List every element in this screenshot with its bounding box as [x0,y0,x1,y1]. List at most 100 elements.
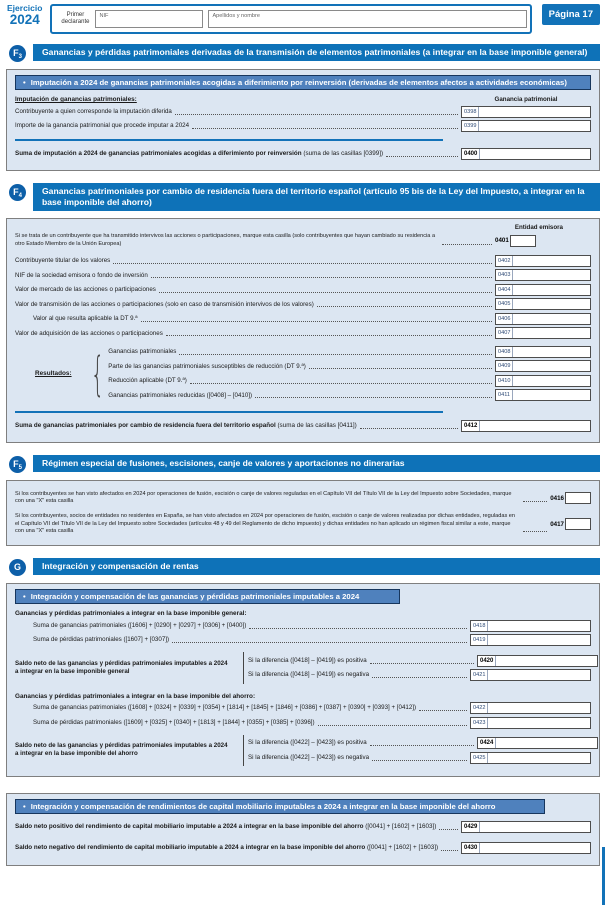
resultados-block: Resultados: Ganancias patrimoniales 0408… [15,343,591,404]
dotted-leader [441,849,458,852]
input-box-0429[interactable]: 0429 [461,821,591,834]
casilla-number: 0411 [496,390,514,401]
casilla-number: 0407 [496,328,514,339]
saldo-block: Saldo neto de las ganancias y pérdidas p… [15,734,598,767]
casilla-number: 0418 [471,620,489,631]
casilla-number: 0404 [496,284,514,295]
casilla-number: 0419 [471,635,489,646]
group-head: Ganancias y pérdidas patrimoniales a int… [15,692,256,700]
input-box-0421[interactable]: 0421 [470,669,591,682]
input-box-0422[interactable]: 0422 [470,702,591,715]
sum-row: Suma de ganancias patrimoniales por camb… [15,420,591,433]
form-row: Valor de adquisición de las acciones o p… [15,327,591,340]
apellidos-input[interactable]: Apellidos y nombre [208,10,527,28]
f4-title: Ganancias patrimoniales por cambio de re… [33,182,600,211]
input-box-0407[interactable]: 0407 [495,327,591,340]
dotted-leader [192,127,458,129]
panel-f3: Imputación a 2024 de ganancias patrimoni… [6,69,600,171]
input-box-0408[interactable]: 0408 [495,345,591,358]
sum-label: Saldo neto negativo del rendimiento de c… [15,844,438,852]
checkbox-0416[interactable] [565,492,591,505]
dotted-leader [316,305,492,308]
input-box-0398[interactable]: 0398 [461,106,591,118]
f3-subbar: Imputación a 2024 de ganancias patrimoni… [15,75,591,90]
dotted-leader [150,276,492,279]
saldo-label-line1: Saldo neto de las ganancias y pérdidas p… [15,659,228,667]
checkbox-0417[interactable] [565,518,591,531]
input-box-0405[interactable]: 0405 [495,298,591,311]
casilla-number: 0403 [496,270,514,281]
badge-letter: F [13,186,19,197]
input-box-0402[interactable]: 0402 [495,254,591,267]
input-box-0409[interactable]: 0409 [495,360,591,373]
input-box-0404[interactable]: 0404 [495,283,591,296]
input-box-0399[interactable]: 0399 [461,119,591,132]
input-box-0411[interactable]: 0411 [495,389,591,402]
casilla-number: 0424 [478,738,497,749]
input-box-0403[interactable]: 0403 [495,269,591,282]
casilla-number: 0399 [462,120,480,131]
input-box-0400[interactable]: 0400 [461,148,591,160]
ejercicio-block: Ejercicio 2024 [7,4,42,27]
dotted-leader [174,113,458,115]
form-row: Suma de pérdidas patrimoniales ([1607] +… [33,634,591,647]
sum-note: (suma de las casillas [0399]) [303,150,384,158]
sum-label-bold: Suma de imputación a 2024 de ganancias p… [15,150,304,158]
casilla-group: 0417 [550,518,591,531]
saldo-label: Saldo neto de las ganancias y pérdidas p… [15,742,243,758]
dotted-leader [523,500,548,503]
page-number-badge: Página 17 [541,4,600,25]
checkbox-row: Si los contribuyentes se han visto afect… [15,491,591,506]
input-box-0423[interactable]: 0423 [470,716,591,729]
checkbox-0401[interactable] [509,234,536,247]
panel-g1: Integración y compensación de las gananc… [6,583,600,778]
dotted-leader [308,367,492,370]
row-label: Si la diferencia ([0418] – [0419]) es po… [248,656,367,664]
casilla-group: 0401 [495,234,591,247]
g2-subbar: Integración y compensación de rendimient… [15,799,545,815]
brace-decoration [91,348,104,400]
row-label: Ganancias patrimoniales reducidas ([0408… [108,391,253,399]
row-label: Suma de ganancias patrimoniales ([1608] … [33,704,417,712]
input-box-0406[interactable]: 0406 [495,312,591,325]
section-g-header: G Integración y compensación de rentas [6,558,600,577]
dotted-leader [386,155,458,157]
form-row: Ganancias patrimoniales 0408 [108,345,591,358]
dotted-leader [140,320,492,322]
input-box-0410[interactable]: 0410 [495,374,591,387]
declarante-box: Primer declarante NIF Apellidos y nombre [50,4,532,34]
nif-input[interactable]: NIF [95,10,204,28]
f3-column-header: Ganancia patrimonial [494,96,558,103]
g2-subbar-label: Integración y compensación de rendimient… [30,802,496,812]
input-box-0424[interactable]: 0424 [477,737,598,750]
row-label: Si la diferencia ([0418] – [0419]) es ne… [248,671,370,679]
form-row: Si la diferencia ([0422] – [0423]) es po… [248,737,598,750]
input-box-0425[interactable]: 0425 [470,751,591,764]
sum-label: Suma de imputación a 2024 de ganancias p… [15,150,383,158]
form-row: Si la diferencia ([0418] – [0419]) es ne… [248,669,591,682]
row-label: Contribuyente a quien corresponde la imp… [15,108,172,116]
form-row: NIF de la sociedad emisora o fondo de in… [15,269,591,282]
input-box-0419[interactable]: 0419 [470,634,591,647]
input-box-0412[interactable]: 0412 [461,420,591,433]
dotted-leader [523,530,548,533]
casilla-number: 0410 [496,375,514,386]
sum-note: ([0041] + [1602] + [1603]) [367,844,439,852]
blue-divider [15,410,443,414]
casilla-number: 0408 [496,346,514,357]
row-label: Valor de mercado de las acciones o parti… [15,286,156,293]
form-row: Reducción aplicable (DT 9.ª) 0410 [108,374,591,387]
resultados-rows: Ganancias patrimoniales 0408 Parte de la… [108,343,591,404]
row-label: Parte de las ganancias patrimoniales sus… [108,362,306,370]
input-box-0420[interactable]: 0420 [477,654,598,667]
dotted-leader [439,828,458,831]
bullet-icon [23,78,31,87]
input-box-0418[interactable]: 0418 [470,619,591,632]
checkbox-row: Si se trata de un contribuyente que ha t… [15,233,591,248]
dotted-leader [442,243,492,245]
casilla-number: 0402 [496,255,514,266]
casilla-number: 0409 [496,361,514,372]
badge-letter: F [13,458,19,469]
input-box-0430[interactable]: 0430 [461,842,591,855]
